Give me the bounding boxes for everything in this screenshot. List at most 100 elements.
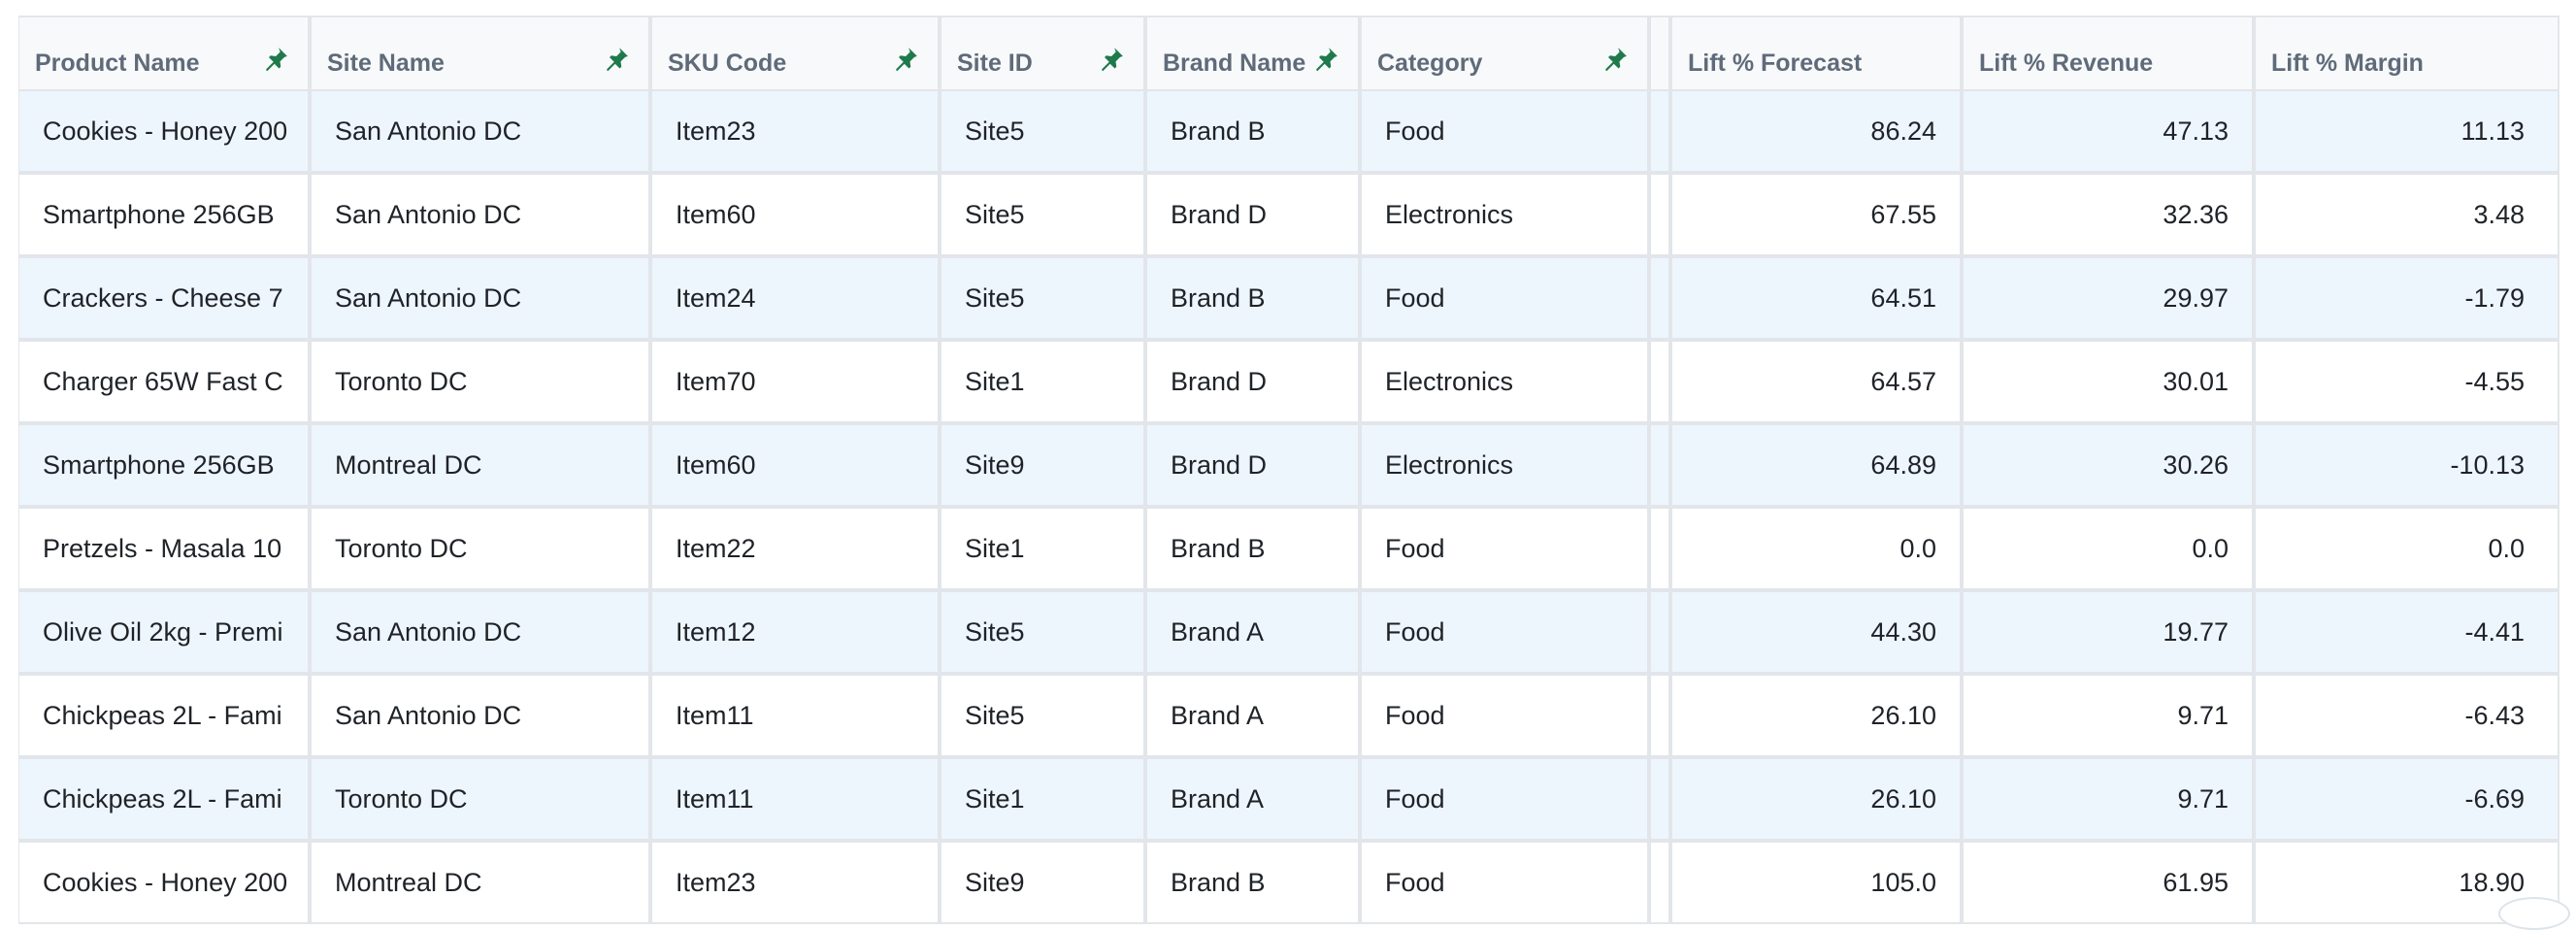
column-header-lift-forecast[interactable]: Lift % Forecast <box>1672 17 1964 89</box>
cell-lift-revenue[interactable]: 9.71 <box>1964 676 2256 755</box>
column-header-brand[interactable]: Brand Name <box>1147 17 1362 89</box>
cell-sku[interactable]: Item70 <box>652 342 941 421</box>
column-header-product[interactable]: Product Name <box>19 17 312 89</box>
cell-site[interactable]: San Antonio DC <box>312 91 652 171</box>
cell-brand[interactable]: Brand D <box>1147 175 1362 254</box>
cell-lift-margin[interactable]: 3.48 <box>2256 175 2548 254</box>
cell-site[interactable]: San Antonio DC <box>312 676 652 755</box>
cell-lift-margin[interactable]: 0.0 <box>2256 509 2548 588</box>
cell-brand[interactable]: Brand A <box>1147 592 1362 672</box>
cell-category[interactable]: Food <box>1362 843 1651 922</box>
table-row[interactable]: Chickpeas 2L - Fami San Antonio DC Item11 S… <box>19 676 2558 759</box>
cell-site[interactable]: Toronto DC <box>312 509 652 588</box>
pin-icon[interactable] <box>891 45 920 74</box>
table-row[interactable]: Crackers - Cheese 7 San Antonio DC Item24 S… <box>19 258 2558 342</box>
cell-sku[interactable]: Item60 <box>652 175 941 254</box>
table-row[interactable]: Cookies - Honey 200 Montreal DC Item23 Site… <box>19 843 2558 922</box>
cell-category[interactable]: Food <box>1362 509 1651 588</box>
cell-product[interactable]: Cookies - Honey 200 <box>19 843 312 922</box>
cell-site-id[interactable]: Site1 <box>941 342 1147 421</box>
cell-lift-margin[interactable]: -6.69 <box>2256 759 2548 839</box>
cell-lift-margin[interactable]: 11.13 <box>2256 91 2548 171</box>
cell-brand[interactable]: Brand B <box>1147 258 1362 338</box>
cell-lift-revenue[interactable]: 0.0 <box>1964 509 2256 588</box>
cell-brand[interactable]: Brand B <box>1147 91 1362 171</box>
cell-site-id[interactable]: Site9 <box>941 843 1147 922</box>
column-header-lift-revenue[interactable]: Lift % Revenue <box>1964 17 2256 89</box>
cell-lift-revenue[interactable]: 47.13 <box>1964 91 2256 171</box>
cell-category[interactable]: Electronics <box>1362 425 1651 505</box>
cell-brand[interactable]: Brand B <box>1147 509 1362 588</box>
cell-lift-forecast[interactable]: 67.55 <box>1672 175 1964 254</box>
cell-brand[interactable]: Brand A <box>1147 676 1362 755</box>
cell-lift-forecast[interactable]: 105.0 <box>1672 843 1964 922</box>
cell-site-id[interactable]: Site5 <box>941 592 1147 672</box>
cell-sku[interactable]: Item12 <box>652 592 941 672</box>
cell-site[interactable]: Toronto DC <box>312 342 652 421</box>
cell-sku[interactable]: Item24 <box>652 258 941 338</box>
cell-product[interactable]: Charger 65W Fast C <box>19 342 312 421</box>
cell-site-id[interactable]: Site9 <box>941 425 1147 505</box>
cell-sku[interactable]: Item11 <box>652 759 941 839</box>
pin-icon[interactable] <box>1311 45 1340 74</box>
table-row[interactable]: Smartphone 256GB San Antonio DC Item60 Site… <box>19 175 2558 258</box>
cell-site[interactable]: San Antonio DC <box>312 592 652 672</box>
cell-site-id[interactable]: Site5 <box>941 175 1147 254</box>
cell-category[interactable]: Electronics <box>1362 175 1651 254</box>
cell-lift-forecast[interactable]: 0.0 <box>1672 509 1964 588</box>
cell-site-id[interactable]: Site5 <box>941 676 1147 755</box>
cell-site[interactable]: San Antonio DC <box>312 175 652 254</box>
pin-icon[interactable] <box>261 45 290 74</box>
cell-site-id[interactable]: Site5 <box>941 258 1147 338</box>
pin-icon[interactable] <box>1601 45 1630 74</box>
cell-lift-revenue[interactable]: 30.26 <box>1964 425 2256 505</box>
cell-product[interactable]: Olive Oil 2kg - Premi <box>19 592 312 672</box>
cell-category[interactable]: Food <box>1362 91 1651 171</box>
column-header-site-id[interactable]: Site ID <box>941 17 1147 89</box>
cell-lift-forecast[interactable]: 64.57 <box>1672 342 1964 421</box>
cell-lift-forecast[interactable]: 44.30 <box>1672 592 1964 672</box>
cell-lift-margin[interactable]: -10.13 <box>2256 425 2548 505</box>
cell-brand[interactable]: Brand B <box>1147 843 1362 922</box>
cell-site[interactable]: Montreal DC <box>312 425 652 505</box>
cell-site[interactable]: Montreal DC <box>312 843 652 922</box>
cell-product[interactable]: Chickpeas 2L - Fami <box>19 759 312 839</box>
table-row[interactable]: Cookies - Honey 200 San Antonio DC Item23 S… <box>19 91 2558 175</box>
cell-sku[interactable]: Item23 <box>652 843 941 922</box>
cell-product[interactable]: Pretzels - Masala 10 <box>19 509 312 588</box>
table-row[interactable]: Charger 65W Fast C Toronto DC Item70 Site1 B… <box>19 342 2558 425</box>
pin-icon[interactable] <box>602 45 631 74</box>
cell-lift-margin[interactable]: -4.55 <box>2256 342 2548 421</box>
cell-sku[interactable]: Item60 <box>652 425 941 505</box>
cell-lift-forecast[interactable]: 26.10 <box>1672 676 1964 755</box>
cell-brand[interactable]: Brand D <box>1147 425 1362 505</box>
cell-product[interactable]: Crackers - Cheese 7 <box>19 258 312 338</box>
cell-lift-forecast[interactable]: 64.89 <box>1672 425 1964 505</box>
cell-lift-margin[interactable]: 18.90 <box>2256 843 2548 922</box>
cell-category[interactable]: Electronics <box>1362 342 1651 421</box>
cell-brand[interactable]: Brand A <box>1147 759 1362 839</box>
column-header-sku[interactable]: SKU Code <box>652 17 941 89</box>
cell-lift-revenue[interactable]: 32.36 <box>1964 175 2256 254</box>
table-row[interactable]: Chickpeas 2L - Fami Toronto DC Item11 Site1… <box>19 759 2558 843</box>
cell-category[interactable]: Food <box>1362 676 1651 755</box>
cell-sku[interactable]: Item23 <box>652 91 941 171</box>
cell-product[interactable]: Smartphone 256GB <box>19 175 312 254</box>
cell-category[interactable]: Food <box>1362 759 1651 839</box>
table-row[interactable]: Pretzels - Masala 10 Toronto DC Item22 Site… <box>19 509 2558 592</box>
column-header-lift-margin[interactable]: Lift % Margin <box>2256 17 2548 89</box>
cell-lift-revenue[interactable]: 29.97 <box>1964 258 2256 338</box>
cell-site[interactable]: San Antonio DC <box>312 258 652 338</box>
cell-sku[interactable]: Item11 <box>652 676 941 755</box>
cell-lift-margin[interactable]: -4.41 <box>2256 592 2548 672</box>
cell-product[interactable]: Smartphone 256GB <box>19 425 312 505</box>
cell-lift-revenue[interactable]: 19.77 <box>1964 592 2256 672</box>
cell-lift-forecast[interactable]: 26.10 <box>1672 759 1964 839</box>
pin-icon[interactable] <box>1097 45 1126 74</box>
cell-product[interactable]: Cookies - Honey 200 <box>19 91 312 171</box>
cell-lift-forecast[interactable]: 86.24 <box>1672 91 1964 171</box>
cell-site-id[interactable]: Site5 <box>941 91 1147 171</box>
cell-site-id[interactable]: Site1 <box>941 759 1147 839</box>
cell-category[interactable]: Food <box>1362 258 1651 338</box>
cell-category[interactable]: Food <box>1362 592 1651 672</box>
